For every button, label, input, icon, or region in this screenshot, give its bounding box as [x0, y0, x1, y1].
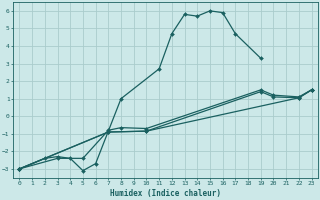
X-axis label: Humidex (Indice chaleur): Humidex (Indice chaleur)	[110, 189, 221, 198]
